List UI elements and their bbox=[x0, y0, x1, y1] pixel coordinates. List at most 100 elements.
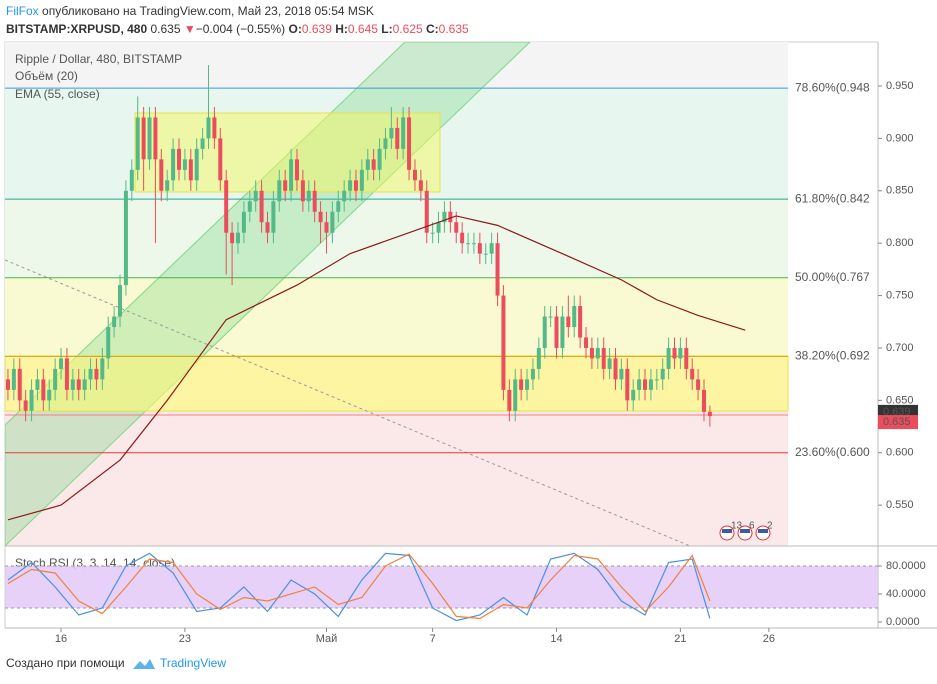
candle-body bbox=[578, 306, 583, 338]
y-tick-label: 0.0000 bbox=[886, 616, 920, 628]
candle-body bbox=[601, 347, 606, 369]
candle-body bbox=[35, 379, 40, 390]
candle-body bbox=[129, 169, 134, 191]
x-tick-label: 14 bbox=[550, 633, 562, 645]
candle-body bbox=[566, 316, 571, 328]
candle-body bbox=[247, 201, 252, 212]
l: 0.625 bbox=[392, 22, 423, 36]
candle-body bbox=[536, 347, 541, 369]
candle-body bbox=[454, 222, 459, 233]
candle-body bbox=[188, 159, 193, 181]
range-box bbox=[134, 112, 441, 193]
candle-body bbox=[159, 159, 164, 191]
candle-body bbox=[542, 316, 547, 348]
candle-body bbox=[525, 379, 530, 390]
candle-body bbox=[607, 358, 612, 369]
candle-body bbox=[312, 190, 317, 212]
published: опубликовано на TradingView.com, Май 23,… bbox=[42, 4, 374, 18]
y-tick-label: 0.550 bbox=[886, 499, 914, 511]
drawings bbox=[5, 42, 789, 546]
brand[interactable]: TradingView bbox=[159, 656, 227, 670]
publish-line: FilFox опубликовано на TradingView.com, … bbox=[6, 4, 374, 18]
candle-body bbox=[106, 327, 111, 359]
event-count: 2 bbox=[767, 521, 773, 532]
candle-body bbox=[365, 159, 370, 170]
candle-body bbox=[100, 358, 105, 380]
candle-body bbox=[259, 190, 264, 223]
candle-body bbox=[289, 159, 294, 191]
y-tick-label: 40.0000 bbox=[886, 588, 926, 600]
y-tick-label: 0.900 bbox=[886, 132, 914, 144]
stoch-band bbox=[5, 565, 878, 608]
chart: Ripple / Dollar, 480, BITSTAMP Объём (20… bbox=[4, 41, 937, 645]
y-tick-label: 0.600 bbox=[886, 447, 914, 459]
candle-body bbox=[660, 368, 665, 380]
candle-body bbox=[17, 368, 22, 401]
candle-body bbox=[11, 368, 16, 390]
price-tag-label: 0.639 bbox=[883, 406, 911, 418]
candle-body bbox=[424, 190, 429, 233]
candle-body bbox=[613, 358, 618, 380]
candle-body bbox=[631, 389, 636, 401]
candle-body bbox=[572, 306, 577, 328]
candle-body bbox=[224, 180, 229, 233]
fib-zone bbox=[5, 277, 788, 357]
candle-body bbox=[560, 316, 565, 348]
price-tag bbox=[878, 415, 918, 430]
candle-body bbox=[501, 295, 506, 390]
stoch-line bbox=[7, 552, 711, 622]
event-flag-stripe bbox=[758, 529, 768, 533]
last: 0.635 bbox=[150, 22, 181, 36]
candle-body bbox=[348, 180, 353, 191]
candle-body bbox=[118, 285, 123, 317]
candle-body bbox=[548, 316, 553, 318]
candle-body bbox=[82, 379, 87, 390]
fib-zone bbox=[5, 199, 788, 278]
candle-body bbox=[418, 180, 423, 191]
candle-body bbox=[359, 169, 364, 191]
candle-body bbox=[696, 379, 701, 390]
candle-body bbox=[141, 117, 146, 160]
candle-body bbox=[648, 379, 653, 390]
candle-body bbox=[253, 190, 258, 202]
ema-line bbox=[7, 215, 746, 521]
o: 0.639 bbox=[301, 22, 332, 36]
candle-body bbox=[194, 148, 199, 181]
candle-body bbox=[477, 243, 482, 254]
l-label: L: bbox=[381, 22, 393, 36]
candle-body bbox=[271, 201, 276, 233]
arrow: ▼ bbox=[183, 22, 196, 36]
candle-body bbox=[483, 253, 488, 255]
candle-body bbox=[395, 127, 400, 149]
footer-text: Создано при помощи bbox=[6, 656, 125, 670]
x-tick-label: 23 bbox=[179, 633, 191, 645]
change: −0.004 (−0.55%) bbox=[195, 22, 286, 36]
indicator-label: Объём (20) bbox=[15, 69, 78, 83]
candle-body bbox=[643, 379, 648, 390]
x-tick-label: 21 bbox=[674, 633, 686, 645]
candle-body bbox=[619, 368, 624, 380]
candle-body bbox=[625, 368, 630, 401]
candle-body bbox=[147, 117, 152, 160]
candle-body bbox=[672, 347, 677, 359]
candle-body bbox=[94, 368, 99, 380]
author[interactable]: FilFox bbox=[6, 4, 39, 18]
y-tick-label: 0.950 bbox=[886, 80, 914, 92]
fib-label: 78.60%(0.948 bbox=[795, 80, 870, 94]
stoch-line bbox=[7, 553, 711, 620]
fib-label: 50.00%(0.767 bbox=[795, 270, 870, 284]
o-label: O: bbox=[288, 22, 302, 36]
candle-body bbox=[584, 337, 589, 348]
candle-body bbox=[171, 148, 176, 181]
indicator-label: EMA (55, close) bbox=[15, 87, 100, 101]
candle-body bbox=[212, 117, 217, 139]
event-count: 13 bbox=[731, 521, 743, 532]
candle-body bbox=[112, 316, 117, 328]
candle-body bbox=[401, 117, 406, 149]
candle-body bbox=[241, 211, 246, 233]
candle-body bbox=[64, 358, 69, 390]
candle-body bbox=[135, 117, 140, 170]
y-tick-label: 0.700 bbox=[886, 342, 914, 354]
x-tick-label: 16 bbox=[55, 633, 67, 645]
